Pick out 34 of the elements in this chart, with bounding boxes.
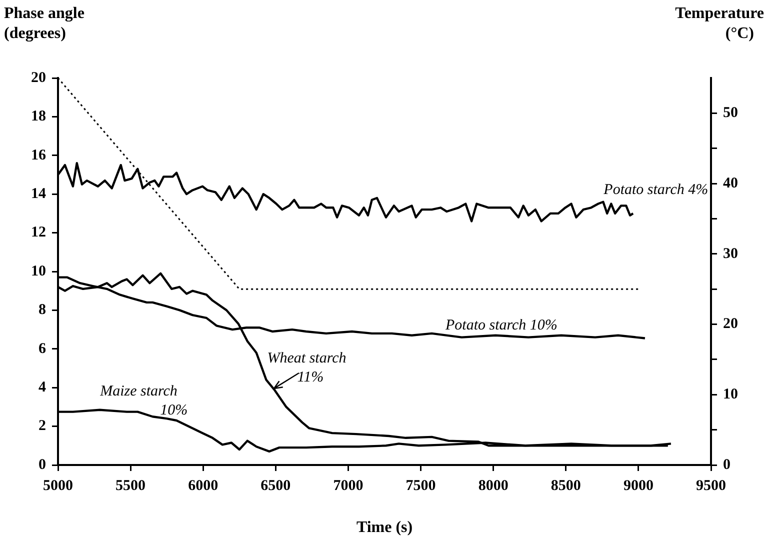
x-tick-label: 5000 [43, 478, 73, 494]
y-tick-label: 0 [38, 456, 46, 473]
y2-tick-label: 10 [723, 386, 738, 403]
x-tick-label: 6000 [188, 478, 218, 494]
x-tick-label: 7500 [406, 478, 436, 494]
y-tick-label: 10 [31, 263, 46, 280]
y2-tick-label: 20 [723, 316, 738, 332]
y-tick-label: 8 [38, 302, 46, 318]
y-tick-label: 16 [31, 147, 46, 164]
y2-tick-label: 30 [723, 246, 738, 262]
series-label: Potato starch 10% [444, 318, 558, 334]
x-tick-label: 9000 [623, 478, 654, 494]
x-tick-label: 7000 [333, 478, 364, 494]
y-tick-label: 18 [31, 108, 46, 125]
x-tick-label: 5500 [116, 478, 146, 494]
y-tick-label: 20 [31, 70, 46, 86]
y-axis-title: Phase angle (degrees) [4, 5, 84, 42]
y2-tick-label: 50 [723, 105, 738, 122]
y-tick-label: 6 [38, 340, 46, 357]
x-tick-label: 8500 [550, 478, 581, 494]
y2-tick-label: 0 [723, 456, 730, 473]
series-label: Maize starch 10% [99, 383, 188, 418]
x-tick-label: 9500 [696, 478, 726, 494]
y-tick-label: 4 [38, 379, 46, 396]
x-tick-label: 6500 [260, 478, 291, 494]
y2-axis-title: Temperature (°C) [675, 5, 764, 42]
y-tick-label: 2 [38, 418, 46, 434]
series-label: Wheat starch 11% [267, 350, 346, 386]
y-tick-label: 14 [31, 186, 46, 202]
y2-tick-label: 40 [723, 175, 738, 192]
series-label: Potato starch 4% [602, 182, 708, 198]
y-tick-label: 12 [31, 224, 46, 241]
x-tick-label: 8000 [478, 478, 508, 494]
x-axis-title: Time (s) [356, 519, 413, 536]
